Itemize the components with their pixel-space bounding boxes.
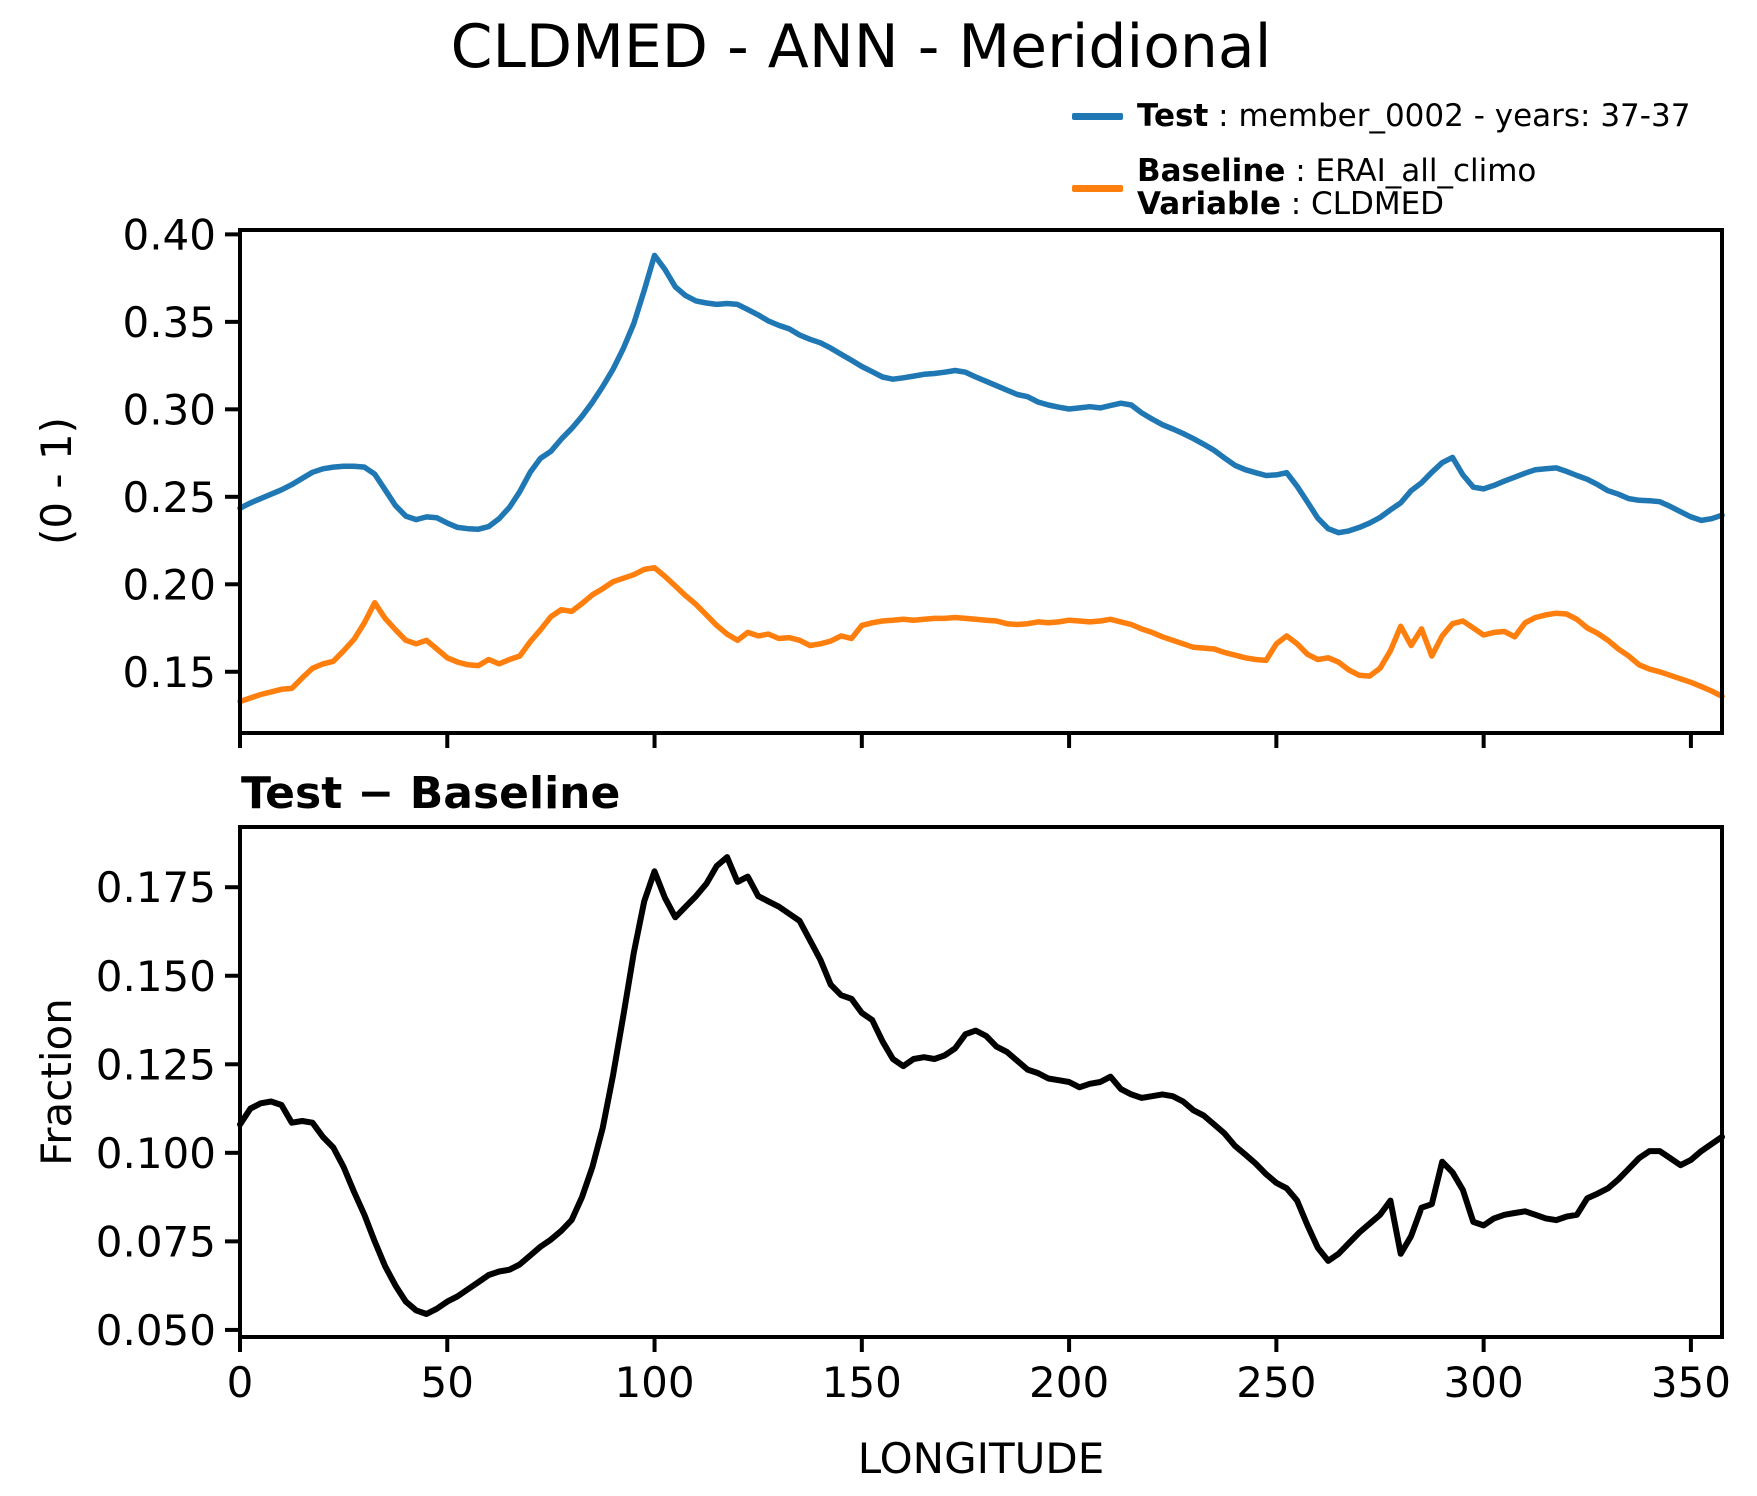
x-tick-label: 250 bbox=[1236, 1358, 1316, 1407]
y-tick-label: 0.050 bbox=[96, 1306, 216, 1355]
y-tick-label: 0.25 bbox=[122, 473, 216, 522]
series-line-baseline-erai-all-climo bbox=[237, 564, 1725, 705]
legend-label-baseline: Baseline : ERAI_all_climo Variable : CLD… bbox=[1137, 155, 1536, 221]
y-tick-label: 0.20 bbox=[122, 560, 216, 609]
y-tick-label: 0.150 bbox=[96, 952, 216, 1001]
x-tick-label: 100 bbox=[614, 1358, 694, 1407]
difference-panel-title: Test − Baseline bbox=[241, 768, 621, 819]
legend-label-test-value: : member_0002 - years: 37-37 bbox=[1208, 98, 1691, 134]
y-tick-label: 0.30 bbox=[122, 385, 216, 434]
y-tick-label: 0.100 bbox=[96, 1129, 216, 1178]
baseline-line-swatch bbox=[1072, 184, 1123, 192]
y-tick-label: 0.175 bbox=[96, 863, 216, 912]
legend-label-test: Test : member_0002 - years: 37-37 bbox=[1137, 100, 1690, 133]
legend-label-test-key: Test bbox=[1137, 98, 1209, 134]
axes-frame bbox=[238, 825, 1724, 1339]
y-tick-label: 0.35 bbox=[122, 298, 216, 347]
x-tick-label: 50 bbox=[421, 1358, 474, 1407]
legend-entry-baseline: Baseline : ERAI_all_climo Variable : CLD… bbox=[1072, 155, 1690, 221]
legend-label-variable-key: Variable bbox=[1137, 186, 1281, 222]
x-tick-label: 150 bbox=[822, 1358, 902, 1407]
axes-frame bbox=[238, 228, 1724, 735]
x-axis-label: LONGITUDE bbox=[857, 1434, 1105, 1483]
figure-title: CLDMED - ANN - Meridional bbox=[450, 12, 1272, 82]
test-line-swatch bbox=[1072, 113, 1123, 120]
y-tick-label: 0.075 bbox=[96, 1217, 216, 1266]
legend-label-baseline-key: Baseline bbox=[1137, 153, 1286, 189]
x-tick-label: 350 bbox=[1651, 1358, 1731, 1407]
legend-label-variable-value: : CLDMED bbox=[1280, 186, 1445, 222]
legend-label-baseline-line: Baseline : ERAI_all_climo bbox=[1137, 155, 1536, 188]
legend-entry-test: Test : member_0002 - years: 37-37 bbox=[1072, 100, 1690, 133]
y-tick-label: 0.40 bbox=[122, 210, 216, 259]
series-line-test-member-0002-years-37-37 bbox=[237, 252, 1725, 536]
x-tick-label: 200 bbox=[1029, 1358, 1109, 1407]
series-line-test-minus-baseline bbox=[237, 854, 1725, 1317]
x-tick-label: 300 bbox=[1444, 1358, 1524, 1407]
x-tick-label: 0 bbox=[227, 1358, 254, 1407]
y-tick-label: 0.125 bbox=[96, 1040, 216, 1089]
legend-label-variable-line: Variable : CLDMED bbox=[1137, 188, 1536, 221]
legend: Test : member_0002 - years: 37-37 Baseli… bbox=[1072, 100, 1690, 243]
legend-label-baseline-value: : ERAI_all_climo bbox=[1285, 153, 1537, 189]
y-tick-label: 0.15 bbox=[122, 648, 216, 697]
